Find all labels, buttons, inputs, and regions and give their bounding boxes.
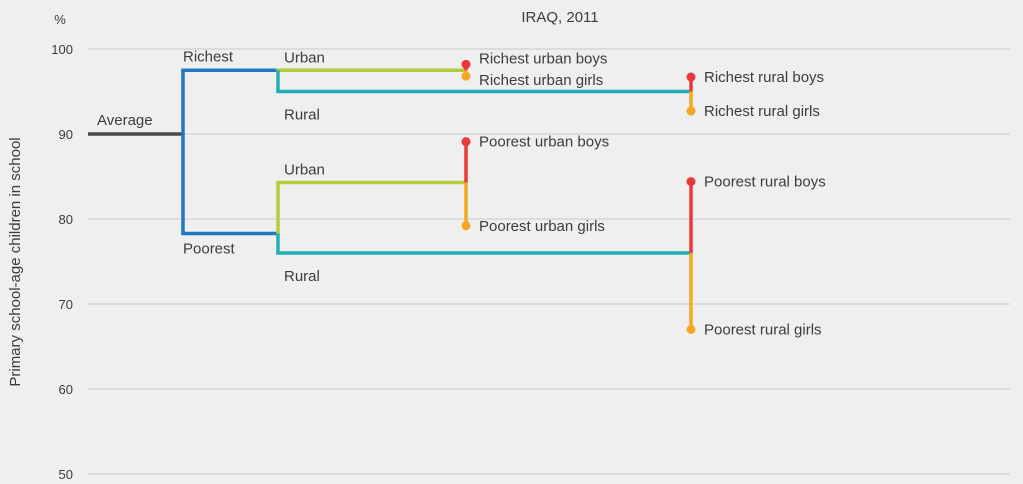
richest-rural-boys-dot <box>686 72 696 82</box>
tree-labels: Average Richest Urban Richest urban boys Ric… <box>97 48 826 338</box>
y-tick-60: 60 <box>59 382 73 397</box>
leaf-dots <box>461 59 696 334</box>
poorest-urban-boys-dot <box>461 137 471 147</box>
poorest-rural-label: Rural <box>284 268 320 285</box>
poorest-urban-girls-dot <box>461 221 471 231</box>
richest-urban-girls-label: Richest urban girls <box>479 72 603 89</box>
y-tick-labels: 100 90 80 70 60 50 <box>51 42 73 482</box>
tree-lines <box>88 64 693 330</box>
richest-urban-boys-label: Richest urban boys <box>479 50 607 67</box>
poorest-urban-boys-label: Poorest urban boys <box>479 134 609 151</box>
poorest-rural-girls-dot <box>686 325 696 334</box>
poorest-rural-boys-label: Poorest rural boys <box>704 174 826 191</box>
richest-rural-girls-label: Richest rural girls <box>704 103 820 120</box>
y-tick-90: 90 <box>59 127 73 142</box>
chart-title: IRAQ, 2011 <box>521 9 598 26</box>
poorest-rural-girls-label: Poorest rural girls <box>704 322 822 339</box>
poorest-label: Poorest <box>183 240 236 257</box>
gridlines <box>88 48 1010 475</box>
richest-urban-boys-dot <box>461 59 471 69</box>
richest-rural-boys-label: Richest rural boys <box>704 69 824 86</box>
richest-urban-label: Urban <box>284 49 325 66</box>
poorest-urban-girls-label: Poorest urban girls <box>479 218 605 235</box>
y-tick-100: 100 <box>51 42 73 57</box>
average-label: Average <box>97 112 153 129</box>
y-axis-label: Primary school-age children in school <box>7 137 24 386</box>
y-unit-label: % <box>54 12 66 27</box>
richest-rural-label: Rural <box>284 107 320 124</box>
y-tick-80: 80 <box>59 212 73 227</box>
y-tick-70: 70 <box>59 297 73 312</box>
richest-rural-girls-dot <box>686 106 696 116</box>
y-tick-50: 50 <box>59 467 73 482</box>
richest-urban-girls-dot <box>461 71 471 81</box>
richest-label: Richest <box>183 48 234 65</box>
poorest-urban-label: Urban <box>284 161 325 178</box>
poorest-rural-boys-dot <box>686 177 696 187</box>
